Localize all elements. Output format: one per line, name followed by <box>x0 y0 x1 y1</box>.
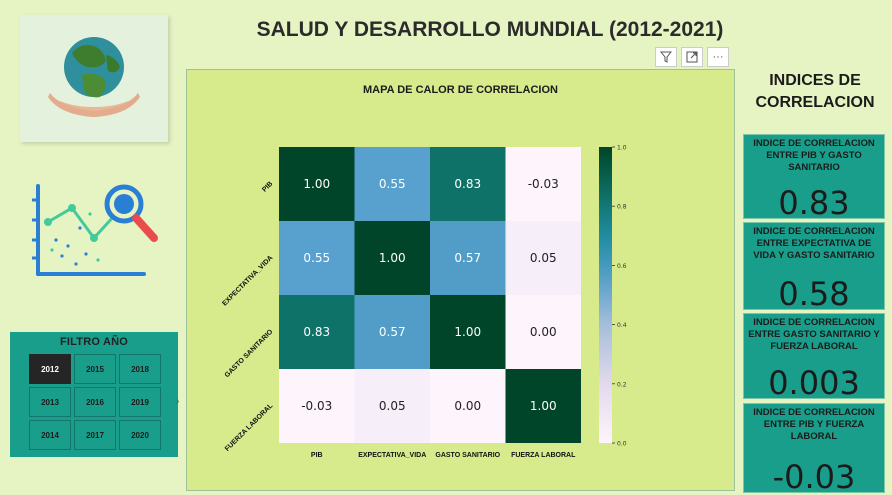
year-button[interactable]: 2016 <box>74 387 116 417</box>
heatmap-cell <box>430 147 506 221</box>
colorbar-tick-label: 0.2 <box>617 381 627 388</box>
cell-value-label: -0.03 <box>301 399 332 413</box>
kpi-value: 0.58 <box>778 275 850 313</box>
cell-value-label: 0.83 <box>454 177 481 191</box>
year-button[interactable]: 2018 <box>119 354 161 384</box>
cell-value-label: 0.55 <box>379 177 406 191</box>
kpi-label: INDICE DE CORRELACION ENTRE EXPECTATIVA … <box>753 226 875 261</box>
cell-value-label: -0.03 <box>528 177 559 191</box>
y-tick-label: EXPECTATIVA_VIDA <box>221 254 274 307</box>
heatmap-cell <box>430 221 506 295</box>
year-button[interactable]: 2014 <box>29 420 71 450</box>
chevron-right-icon[interactable]: › <box>176 396 180 407</box>
heatmap-cell <box>279 147 355 221</box>
kpi-card-vida-gasto: INDICE DE CORRELACION ENTRE EXPECTATIVA … <box>743 222 885 313</box>
cell-value-label: 1.00 <box>379 251 406 265</box>
cell-value-label: 0.05 <box>530 251 557 265</box>
colorbar-tick-label: 0.0 <box>617 441 627 448</box>
colorbar-tick-label: 0.4 <box>617 322 627 329</box>
cell-value-label: 0.57 <box>454 251 481 265</box>
heatmap-chart: 1.00 0.55 0.83 -0.03 0.55 1.00 0.57 0.05 0.83 0.5… <box>221 145 627 460</box>
colorbar-tick-label: 1.0 <box>617 145 627 152</box>
year-button[interactable]: 2015 <box>74 354 116 384</box>
kpi-card-pib-fuerza: INDICE DE CORRELACION ENTRE PIB Y FUERZA… <box>743 403 885 495</box>
cell-value-label: 0.00 <box>530 325 557 339</box>
y-tick-label: PIB <box>261 180 274 193</box>
kpi-card-gasto-fuerza: INDICE DE CORRELACION ENTRE GASTO SANITA… <box>743 313 885 402</box>
filter-icon[interactable] <box>655 47 677 67</box>
year-button[interactable]: 2012 <box>29 354 71 384</box>
cell-value-label: 0.00 <box>454 399 481 413</box>
visual-header-toolbar: ··· <box>655 47 729 67</box>
year-button[interactable]: 2020 <box>119 420 161 450</box>
cell-value-label: 0.05 <box>379 399 406 413</box>
heatmap-cell <box>354 147 430 221</box>
heatmap-cell <box>505 221 581 295</box>
colorbar-tick-label: 0.8 <box>617 204 627 211</box>
heatmap-cell <box>279 221 355 295</box>
heatmap-cell <box>279 295 355 369</box>
cell-value-label: 0.83 <box>303 325 330 339</box>
year-button[interactable]: 2017 <box>74 420 116 450</box>
x-tick-label: PIB <box>311 452 323 459</box>
kpi-card-pib-gasto: INDICE DE CORRELACION ENTRE PIB Y GASTO … <box>743 134 885 222</box>
heatmap-cell <box>354 221 430 295</box>
more-options-icon[interactable]: ··· <box>707 47 729 67</box>
year-button[interactable]: 2019 <box>119 387 161 417</box>
year-filter: FILTRO AÑO 2012 2015 2018 2013 2016 2019 2014 2… <box>10 332 180 457</box>
heatmap-cell <box>505 147 581 221</box>
kpi-label: INDICE DE CORRELACION ENTRE GASTO SANITA… <box>748 317 880 352</box>
colorbar <box>599 147 612 443</box>
heatmap-cell <box>279 369 355 443</box>
cell-value-label: 1.00 <box>530 399 557 413</box>
analytics-chart-icon <box>28 180 163 280</box>
cell-value-label: 1.00 <box>303 177 330 191</box>
kpi-label: INDICE DE CORRELACION ENTRE PIB Y GASTO … <box>753 138 875 173</box>
earth-hands-image <box>20 15 168 142</box>
kpi-label: INDICE DE CORRELACION ENTRE PIB Y FUERZA… <box>753 407 875 442</box>
x-tick-label: GASTO SANITARIO <box>435 452 500 459</box>
heatmap-card: MAPA DE CALOR DE CORRELACION 1.00 0.55 0.8… <box>186 69 735 491</box>
x-tick-label: EXPECTATIVA_VIDA <box>358 452 426 459</box>
cell-value-label: 0.57 <box>379 325 406 339</box>
heatmap-cell <box>430 295 506 369</box>
chart-title: MAPA DE CALOR DE CORRELACION <box>363 84 558 96</box>
y-tick-label: FUERZA LABORAL <box>224 402 275 453</box>
colorbar-tick-label: 0.6 <box>617 263 627 270</box>
kpi-value: 0.003 <box>768 364 860 402</box>
kpi-section-title: INDICES DE CORRELACION <box>755 72 875 111</box>
kpi-value: 0.83 <box>778 184 850 222</box>
focus-mode-icon[interactable] <box>681 47 703 67</box>
cell-value-label: 1.00 <box>454 325 481 339</box>
year-button[interactable]: 2013 <box>29 387 71 417</box>
filter-title: FILTRO AÑO <box>60 336 128 348</box>
y-tick-label: GASTO SANITARIO <box>224 328 275 379</box>
heatmap-cell <box>430 369 506 443</box>
heatmap-cell <box>354 369 430 443</box>
heatmap-cell <box>354 295 430 369</box>
page-title: SALUD Y DESARROLLO MUNDIAL (2012-2021) <box>256 18 724 41</box>
year-grid: 2012 2015 2018 2013 2016 2019 2014 2017 2020 <box>29 354 161 450</box>
heatmap-cell <box>505 369 581 443</box>
heatmap-cell <box>505 295 581 369</box>
kpi-value: -0.03 <box>772 458 856 495</box>
cell-value-label: 0.55 <box>303 251 330 265</box>
x-tick-label: FUERZA LABORAL <box>511 452 576 459</box>
